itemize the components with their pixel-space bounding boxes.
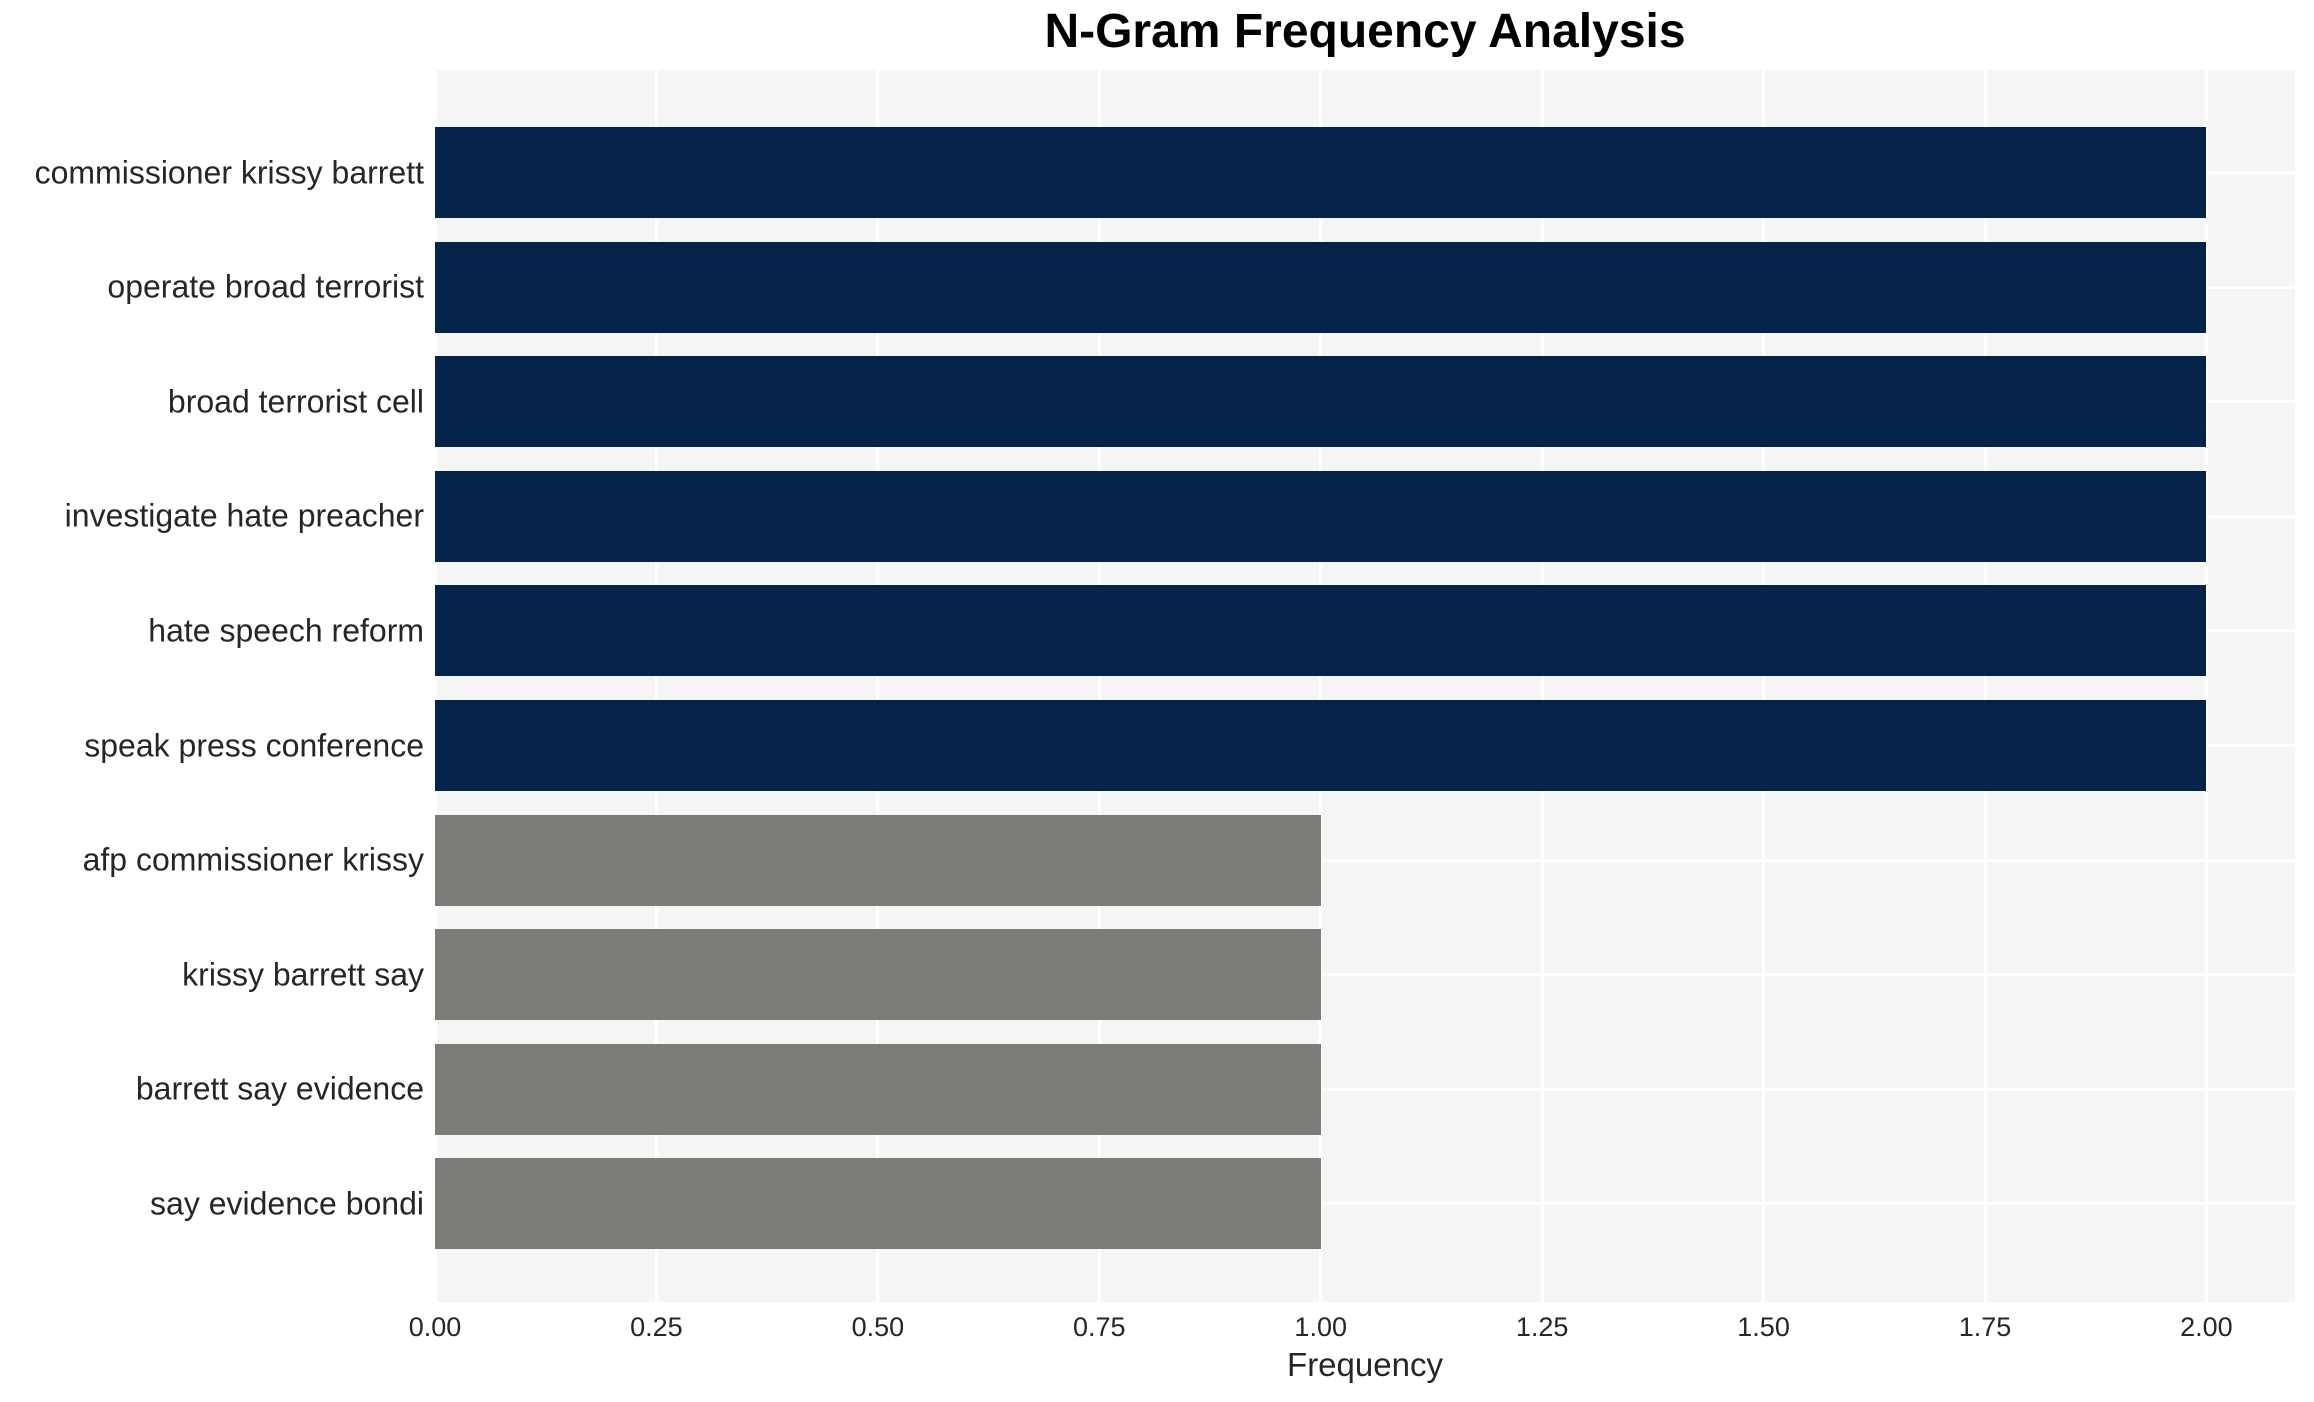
x-tick-label: 0.50 [851, 1312, 905, 1342]
y-category-label: speak press conference [84, 727, 424, 763]
bar [435, 929, 1321, 1021]
y-category-label: broad terrorist cell [167, 383, 424, 420]
x-gridline [2204, 70, 2208, 1302]
y-gridline [435, 858, 2295, 862]
y-gridline [435, 973, 2295, 977]
x-tick-label: 1.75 [1958, 1312, 2012, 1342]
x-tick-label: 0.00 [408, 1312, 462, 1342]
x-tick-label: 2.00 [2180, 1312, 2233, 1342]
y-category-label: say evidence bondi [150, 1185, 424, 1222]
x-tick-label: 1.25 [1515, 1312, 1569, 1342]
bar [435, 356, 2207, 448]
bar [435, 127, 2207, 218]
bar [435, 585, 2207, 677]
x-gridline [654, 70, 658, 1302]
y-category-label: afp commissioner krissy [82, 841, 424, 878]
x-tick-label: 1.50 [1737, 1312, 1790, 1342]
x-gridline [435, 70, 437, 1302]
x-gridline [1983, 70, 1987, 1302]
y-category-label: barrett say evidence [135, 1070, 424, 1107]
bar [435, 1158, 1321, 1250]
y-category-label: hate speech reform [148, 612, 424, 649]
bar [435, 1043, 1321, 1135]
bar [435, 241, 2207, 333]
chart-title: N-Gram Frequency Analysis [1044, 5, 1686, 58]
x-gridline [876, 70, 880, 1302]
x-axis-title: Frequency [1287, 1346, 1443, 1383]
x-tick-label: 1.00 [1294, 1312, 1347, 1342]
y-category-label: commissioner krissy barrett [34, 154, 424, 190]
x-gridline [1540, 70, 1544, 1302]
y-category-label: investigate hate preacher [64, 497, 424, 534]
bar [435, 470, 2207, 562]
x-gridline [1097, 70, 1101, 1302]
x-gridline [1762, 70, 1766, 1302]
x-gridline [1319, 70, 1323, 1302]
y-gridline [435, 1087, 2295, 1091]
y-gridline [435, 1202, 2295, 1206]
bar [435, 700, 2207, 791]
y-category-label: krissy barrett say [182, 956, 424, 993]
x-tick-label: 0.75 [1073, 1312, 1126, 1342]
y-category-label: operate broad terrorist [107, 268, 424, 305]
x-tick-label: 0.25 [630, 1312, 683, 1342]
plot-area [435, 70, 2295, 1302]
bar [435, 814, 1321, 906]
